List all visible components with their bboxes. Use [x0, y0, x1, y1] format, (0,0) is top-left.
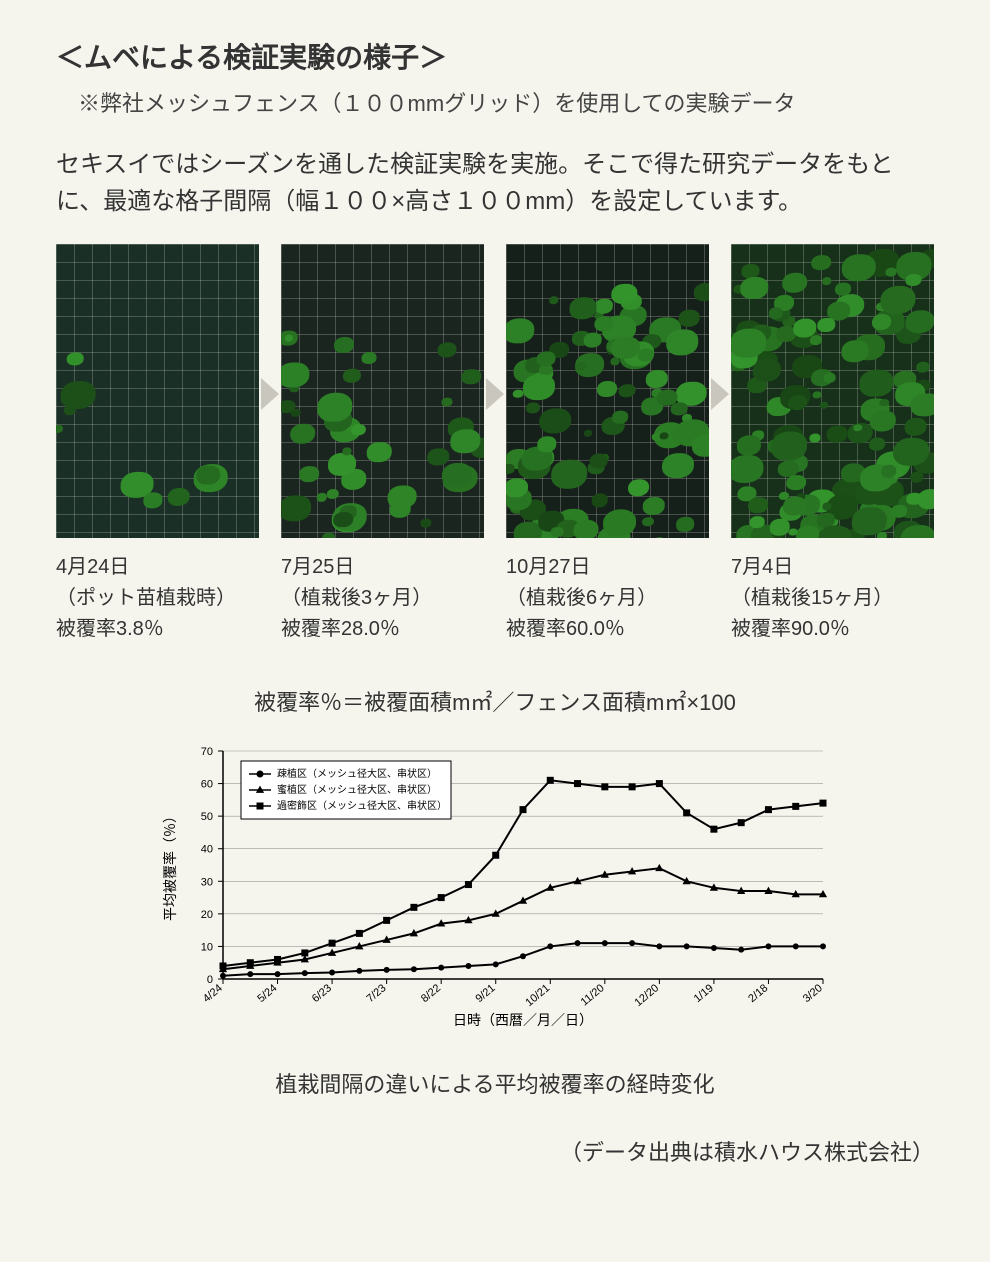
svg-text:11/20: 11/20 — [579, 982, 607, 1008]
coverage-chart: 0 10 20 30 40 50 60 70 4/24 5/24 6/23 7/23 8/22 9/21 1… — [145, 729, 845, 1059]
svg-text:10/21: 10/21 — [523, 982, 552, 1009]
photo-date: 7月25日 — [281, 552, 484, 583]
fence-photo — [56, 244, 259, 537]
photo-caption: 10月27日（植栽後6ヶ月）被覆率60.0％ — [506, 552, 709, 645]
photo-date: 7月4日 — [731, 552, 934, 583]
photo-stage: （植栽後6ヶ月） — [506, 583, 709, 614]
photo-coverage: 被覆率60.0％ — [506, 614, 709, 645]
svg-text:10: 10 — [201, 941, 213, 953]
photo-date: 10月27日 — [506, 552, 709, 583]
svg-text:4/24: 4/24 — [201, 982, 225, 1005]
svg-text:20: 20 — [201, 908, 213, 920]
photo-stage: （植栽後3ヶ月） — [281, 583, 484, 614]
photo-block: 10月27日（植栽後6ヶ月）被覆率60.0％ — [506, 244, 709, 644]
page-title: ＜ムベによる検証実験の様子＞ — [56, 36, 934, 76]
progression-arrow-icon — [261, 378, 279, 410]
progression-arrow-icon — [711, 378, 729, 410]
photo-stage: （植栽後15ヶ月） — [731, 583, 934, 614]
svg-text:40: 40 — [201, 843, 213, 855]
svg-text:60: 60 — [201, 778, 213, 790]
intro-paragraph: セキスイではシーズンを通した検証実験を実施。そこで得た研究データをもとに、最適な… — [56, 146, 934, 220]
photo-coverage: 被覆率90.0％ — [731, 614, 934, 645]
coverage-formula: 被覆率％＝被覆面積m㎡／フェンス面積m㎡×100 — [56, 685, 934, 717]
fence-photo — [506, 244, 709, 537]
photo-date: 4月24日 — [56, 552, 259, 583]
svg-text:0: 0 — [207, 974, 213, 986]
svg-text:日時（西暦／月／日）: 日時（西暦／月／日） — [453, 1012, 593, 1028]
svg-text:過密飾区（メッシュ径大区、串状区）: 過密飾区（メッシュ径大区、串状区） — [277, 799, 447, 812]
chart-container: 0 10 20 30 40 50 60 70 4/24 5/24 6/23 7/23 8/22 9/21 1… — [56, 729, 934, 1059]
svg-text:3/20: 3/20 — [801, 982, 825, 1005]
photo-caption: 7月25日（植栽後3ヶ月）被覆率28.0％ — [281, 552, 484, 645]
svg-text:9/21: 9/21 — [474, 982, 498, 1005]
photo-stage: （ポット苗植栽時） — [56, 583, 259, 614]
photo-caption: 4月24日（ポット苗植栽時）被覆率3.8％ — [56, 552, 259, 645]
photo-row: 4月24日（ポット苗植栽時）被覆率3.8％7月25日（植栽後3ヶ月）被覆率28.… — [56, 244, 934, 644]
svg-text:平均被覆率（％）: 平均被覆率（％） — [162, 809, 178, 921]
fence-photo — [281, 244, 484, 537]
chart-caption: 植栽間隔の違いによる平均被覆率の経時変化 — [56, 1067, 934, 1099]
svg-text:6/23: 6/23 — [310, 982, 334, 1005]
svg-text:1/19: 1/19 — [692, 982, 716, 1005]
progression-arrow-icon — [486, 378, 504, 410]
svg-text:7/23: 7/23 — [364, 982, 388, 1005]
photo-block: 7月25日（植栽後3ヶ月）被覆率28.0％ — [281, 244, 484, 644]
photo-coverage: 被覆率3.8％ — [56, 614, 259, 645]
photo-block: 7月4日（植栽後15ヶ月）被覆率90.0％ — [731, 244, 934, 644]
svg-text:5/24: 5/24 — [255, 982, 279, 1005]
svg-text:2/18: 2/18 — [746, 982, 770, 1005]
photo-coverage: 被覆率28.0％ — [281, 614, 484, 645]
fence-photo — [731, 244, 934, 537]
svg-text:疎植区（メッシュ径大区、串状区）: 疎植区（メッシュ径大区、串状区） — [277, 767, 437, 780]
page-subtitle: ※弊社メッシュフェンス（１００mmグリッド）を使用しての実験データ — [78, 86, 934, 118]
svg-text:70: 70 — [201, 746, 213, 758]
svg-text:12/20: 12/20 — [632, 982, 661, 1009]
svg-text:蜜植区（メッシュ径大区、串状区）: 蜜植区（メッシュ径大区、串状区） — [277, 783, 437, 796]
photo-caption: 7月4日（植栽後15ヶ月）被覆率90.0％ — [731, 552, 934, 645]
photo-block: 4月24日（ポット苗植栽時）被覆率3.8％ — [56, 244, 259, 644]
svg-text:8/22: 8/22 — [419, 982, 443, 1005]
data-source: （データ出典は積水ハウス株式会社） — [56, 1135, 934, 1167]
page-container: ＜ムベによる検証実験の様子＞ ※弊社メッシュフェンス（１００mmグリッド）を使用… — [0, 0, 990, 1197]
svg-text:50: 50 — [201, 811, 213, 823]
svg-text:30: 30 — [201, 876, 213, 888]
